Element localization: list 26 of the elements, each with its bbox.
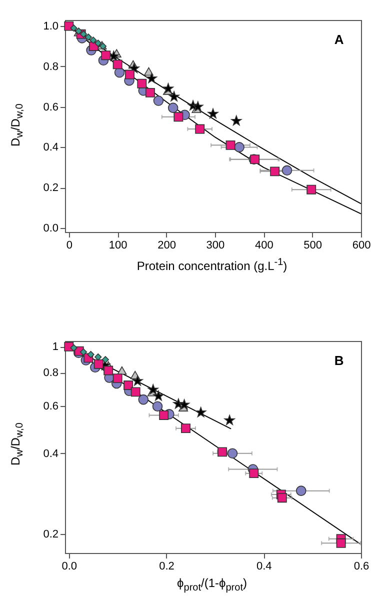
x-tick-label: 0.6 — [354, 560, 370, 572]
y-tick-label: 0.8 — [43, 367, 58, 380]
x-axis-title: Protein concentration (g.L$^{-1}$) — [136, 257, 288, 273]
y-tick-label: 0.2 — [43, 182, 58, 194]
y-tick-label: 0.4 — [43, 142, 58, 154]
x-tick-label: 0.2 — [159, 560, 174, 572]
x-tick-label: 500 — [304, 240, 322, 252]
x-axis-title: ϕ$_{prot}$/(1-ϕ$_{prot}$) — [177, 576, 247, 594]
x-tick-label: 100 — [108, 240, 128, 252]
y-tick-label: 0.0 — [43, 222, 58, 234]
annotation: A — [334, 32, 344, 47]
x-tick-label: 0.0 — [62, 560, 78, 572]
y-tick-label: 0.2 — [43, 528, 58, 541]
annotation: B — [334, 353, 344, 368]
x-tick-label: 600 — [352, 240, 371, 252]
y-tick-label: 0.6 — [43, 400, 58, 413]
x-tick-label: 0.4 — [256, 560, 272, 572]
x-tick-label: 400 — [254, 240, 274, 252]
y-tick-label: 1.0 — [43, 20, 58, 33]
y-tick-label: 1 — [52, 341, 58, 354]
x-tick-label: 300 — [206, 240, 225, 252]
x-tick-label: 200 — [158, 240, 176, 252]
y-tick-label: 0.8 — [43, 60, 58, 73]
y-tick-label: 0.6 — [43, 101, 58, 114]
y-tick-label: 0.4 — [43, 448, 58, 460]
x-tick-label: 0 — [66, 240, 72, 252]
